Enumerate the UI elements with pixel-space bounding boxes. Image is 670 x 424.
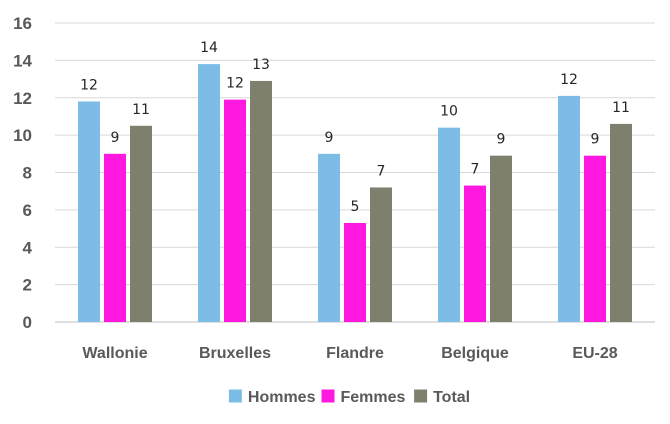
bar-hommes-belgique — [438, 127, 460, 323]
data-label: 9 — [325, 130, 334, 146]
data-label: 9 — [111, 130, 120, 146]
x-tick-label: Flandre — [326, 345, 384, 362]
legend-item-total: Total — [414, 389, 470, 406]
legend-label: Hommes — [248, 389, 316, 406]
legend-swatch — [414, 389, 428, 403]
x-axis-ticks: Wallonie Bruxelles Flandre Belgique EU-28 — [82, 345, 617, 362]
bar-femmes-eu-28 — [584, 155, 606, 322]
data-label: 13 — [252, 57, 270, 73]
data-label: 12 — [80, 77, 98, 93]
y-tick-label: 16 — [13, 14, 32, 33]
bar-hommes-wallonie — [78, 101, 100, 322]
data-label: 9 — [591, 132, 600, 148]
data-label: 11 — [612, 100, 630, 116]
legend-swatch — [321, 389, 335, 403]
bar-total-eu-28 — [610, 123, 632, 322]
x-tick-label: Belgique — [441, 345, 509, 362]
y-tick-label: 2 — [23, 276, 32, 295]
y-tick-label: 8 — [23, 164, 32, 183]
bar-hommes-flandre — [318, 153, 340, 322]
y-tick-label: 10 — [13, 126, 32, 145]
x-tick-label: Bruxelles — [199, 345, 271, 362]
bar-femmes-flandre — [344, 222, 366, 322]
bar-total-flandre — [370, 187, 392, 322]
y-tick-label: 6 — [23, 201, 32, 220]
bar-hommes-eu-28 — [558, 95, 580, 322]
legend-item-femmes: Femmes — [321, 389, 406, 406]
legend: Hommes Femmes Total — [228, 389, 470, 406]
x-tick-label: Wallonie — [82, 345, 147, 362]
y-axis-ticks: 0 2 4 6 8 10 12 14 16 — [13, 14, 32, 332]
data-label: 11 — [132, 102, 150, 118]
y-tick-label: 4 — [23, 238, 33, 257]
bar-total-belgique — [490, 155, 512, 322]
gridlines — [55, 22, 655, 323]
x-tick-label: EU-28 — [572, 345, 617, 362]
bar-femmes-wallonie — [104, 153, 126, 322]
legend-label: Total — [433, 389, 470, 406]
bar-femmes-bruxelles — [224, 99, 246, 323]
data-label: 14 — [200, 40, 218, 56]
y-tick-label: 0 — [23, 313, 32, 332]
y-tick-label: 14 — [13, 51, 32, 70]
bar-femmes-belgique — [464, 185, 486, 322]
bar-total-bruxelles — [250, 80, 272, 323]
data-label: 5 — [351, 199, 360, 215]
data-label: 12 — [226, 76, 244, 92]
legend-label: Femmes — [341, 389, 406, 406]
legend-item-hommes: Hommes — [228, 389, 316, 406]
data-labels: 12 9 11 14 12 13 9 5 7 10 7 9 12 9 11 — [80, 40, 630, 215]
legend-swatch — [228, 389, 242, 403]
bars — [78, 64, 632, 323]
data-label: 10 — [440, 104, 458, 120]
data-label: 7 — [471, 162, 480, 178]
y-tick-label: 12 — [13, 89, 32, 108]
data-label: 7 — [377, 163, 386, 179]
data-label: 9 — [497, 132, 506, 148]
bar-hommes-bruxelles — [198, 64, 220, 323]
bar-total-wallonie — [130, 125, 152, 322]
data-label: 12 — [560, 72, 578, 88]
